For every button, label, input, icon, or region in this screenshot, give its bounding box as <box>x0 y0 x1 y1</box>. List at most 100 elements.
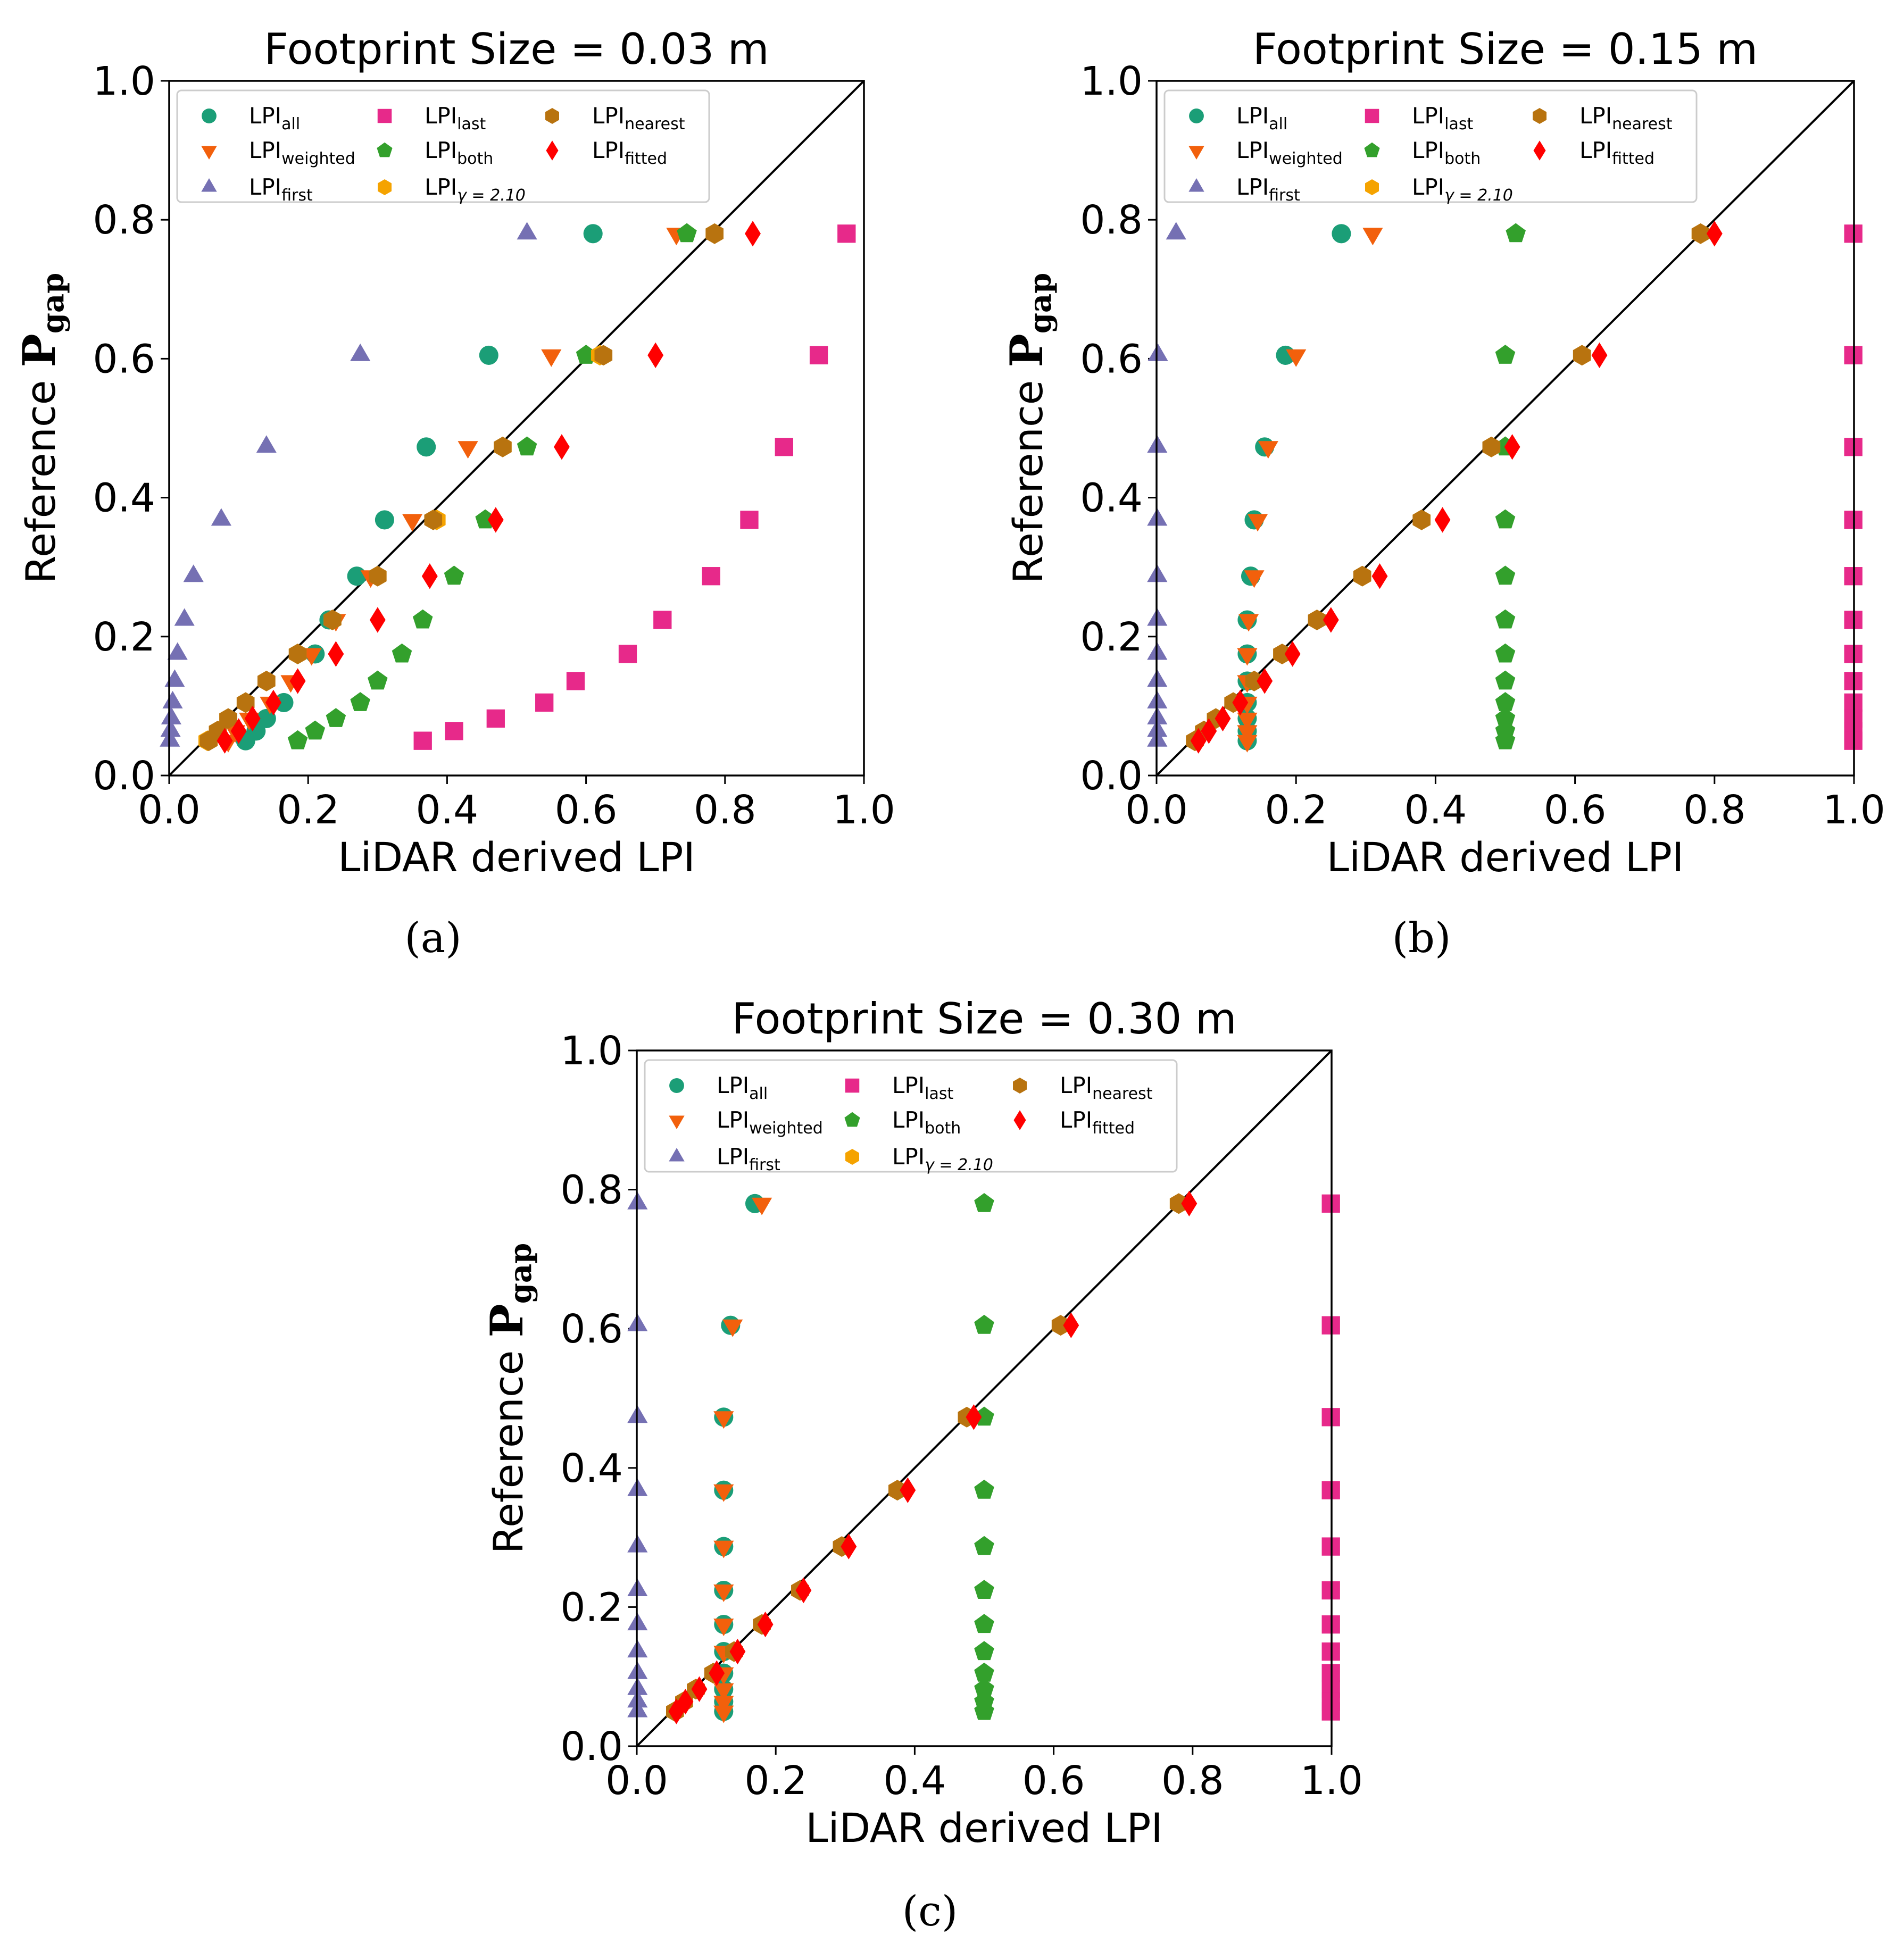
data-point <box>375 510 394 530</box>
legend-item: LPInearest <box>1013 1072 1153 1103</box>
data-point <box>350 343 371 361</box>
x-tick-label: 1.0 <box>1300 1758 1363 1804</box>
legend-marker <box>844 1112 860 1127</box>
chart-b: Footprint Size = 0.15 m 0.0 0.2 0.4 0.6 0.8 1.… <box>1000 24 1885 881</box>
data-point <box>1238 614 1259 632</box>
data-point <box>1495 692 1516 711</box>
data-point <box>368 670 388 690</box>
legend-label-subscript: all <box>281 115 300 134</box>
chart-title: Footprint Size = 0.15 m <box>1253 24 1758 74</box>
identity-line <box>636 1049 1333 1747</box>
data-point <box>1706 221 1723 247</box>
data-point <box>350 692 370 711</box>
legend-label: LPIγ = 2.10 <box>892 1144 993 1174</box>
data-point <box>328 641 344 667</box>
data-point <box>517 436 537 456</box>
data-point <box>199 730 218 752</box>
data-point <box>1506 223 1526 243</box>
legend-item: LPIall <box>669 1072 768 1103</box>
legend-label-name: LPI <box>1236 174 1269 200</box>
x-tick-label: 0.0 <box>1125 787 1188 833</box>
data-point <box>702 567 720 586</box>
y-tick-label: 1.0 <box>1080 59 1143 104</box>
y-tick-label: 0.8 <box>1080 197 1143 243</box>
y-tick-label: 0.2 <box>93 614 155 660</box>
legend-label-subscript: first <box>281 186 313 205</box>
data-point <box>1244 570 1265 588</box>
x-tick-label: 0.6 <box>1544 787 1607 833</box>
legend-label: LPIall <box>1236 103 1287 134</box>
identity-line <box>168 80 865 777</box>
legend-label-name: LPI <box>1236 137 1269 163</box>
data-point <box>705 223 724 244</box>
data-point <box>217 728 233 754</box>
y-axis-label: Reference Pgap <box>13 273 71 584</box>
plots-layer: Footprint Size = 0.03 m 0.0 0.2 0.4 0.6 0.8 1.… <box>13 24 1885 1852</box>
x-tick-label: 0.4 <box>416 787 479 833</box>
y-tick-label: 1.0 <box>93 59 155 104</box>
data-point <box>1237 648 1258 666</box>
data-point <box>392 643 412 663</box>
data-point <box>494 436 512 457</box>
legend-item: LPIfitted <box>1013 1107 1135 1138</box>
data-point <box>1573 345 1591 366</box>
data-point <box>288 644 307 664</box>
x-tick-label: 0.8 <box>694 787 756 833</box>
series-7 <box>217 221 761 754</box>
legend-label-subscript: nearest <box>1612 115 1673 134</box>
data-point <box>974 1193 994 1212</box>
legend-item: LPIfirst <box>201 174 313 205</box>
legend-label: LPIlast <box>892 1072 953 1103</box>
series-4 <box>974 1193 994 1720</box>
legend-label-subscript: weighted <box>281 149 355 168</box>
legend-label: LPIγ = 2.10 <box>1412 174 1513 205</box>
y-tick-label: 0.8 <box>560 1168 623 1213</box>
data-point <box>256 435 277 453</box>
data-point <box>1495 730 1516 749</box>
data-point <box>1371 563 1388 589</box>
plot-frame <box>636 1049 1333 1747</box>
data-point <box>413 731 432 750</box>
legend-label: LPIγ = 2.10 <box>425 174 526 205</box>
legend-label-name: LPI <box>1060 1072 1092 1098</box>
data-point <box>289 668 306 694</box>
legend-label: LPIfirst <box>1236 174 1300 205</box>
legend-marker <box>669 1115 685 1129</box>
legend-label-subscript: all <box>749 1085 768 1103</box>
y-tick-label: 0.2 <box>560 1585 623 1630</box>
data-point <box>1323 607 1339 633</box>
data-point <box>445 722 463 740</box>
legend: LPIallLPIweightedLPIfirstLPIlastLPIbothL… <box>1163 89 1698 205</box>
legend-label-subscript: last <box>457 115 486 134</box>
data-point <box>417 437 436 457</box>
data-point <box>974 1700 994 1720</box>
legend-label: LPIweighted <box>717 1107 823 1138</box>
legend-label-subscript: nearest <box>625 115 685 134</box>
legend-box <box>1163 89 1698 203</box>
data-point <box>713 1683 734 1701</box>
data-point <box>1258 441 1278 459</box>
legend-label-subscript: fitted <box>625 149 667 168</box>
y-tick-label: 0.2 <box>1080 614 1143 660</box>
chart-a: Footprint Size = 0.03 m 0.0 0.2 0.4 0.6 0.8 1.… <box>13 24 895 881</box>
data-point <box>305 720 326 740</box>
data-point <box>1691 223 1710 244</box>
data-point <box>541 349 562 367</box>
legend-item: LPIfirst <box>1188 174 1300 205</box>
data-point <box>1181 1190 1198 1216</box>
identity-line <box>1155 80 1855 777</box>
y-tick-label: 0.4 <box>560 1446 623 1491</box>
legend-label: LPIfitted <box>592 137 667 168</box>
data-point <box>486 709 505 728</box>
legend-label-name: LPI <box>425 137 457 163</box>
legend-label-subscript: fitted <box>1612 149 1654 168</box>
data-point <box>566 672 585 690</box>
y-tick-label: 0.4 <box>93 476 155 521</box>
legend-marker <box>1013 1078 1027 1094</box>
legend-box <box>644 1059 1178 1173</box>
data-point <box>974 1678 994 1698</box>
data-point <box>1051 1315 1070 1336</box>
data-point <box>1495 643 1516 663</box>
plot-frame <box>1155 80 1855 777</box>
data-point <box>722 1319 743 1337</box>
